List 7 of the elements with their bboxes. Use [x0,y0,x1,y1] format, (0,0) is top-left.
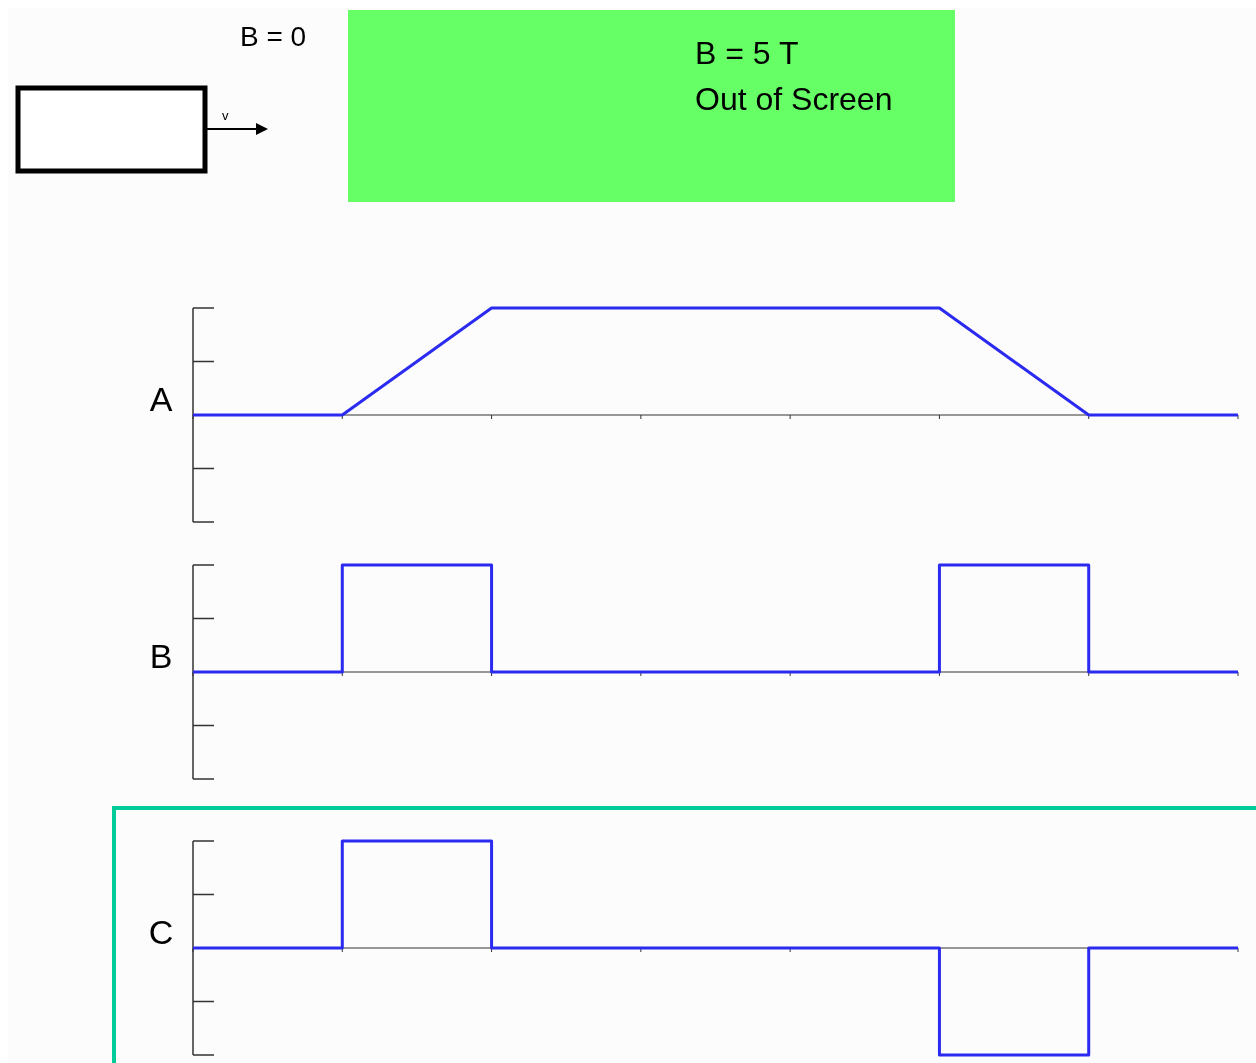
text: Out of Screen [695,81,893,117]
y-axis-title: A [149,380,173,418]
y-axis-title: C [148,913,174,951]
y-axis-title: B [149,637,173,675]
text: B = 5 T [695,35,799,71]
text: B = 0 [240,21,307,52]
text: v [222,108,229,123]
